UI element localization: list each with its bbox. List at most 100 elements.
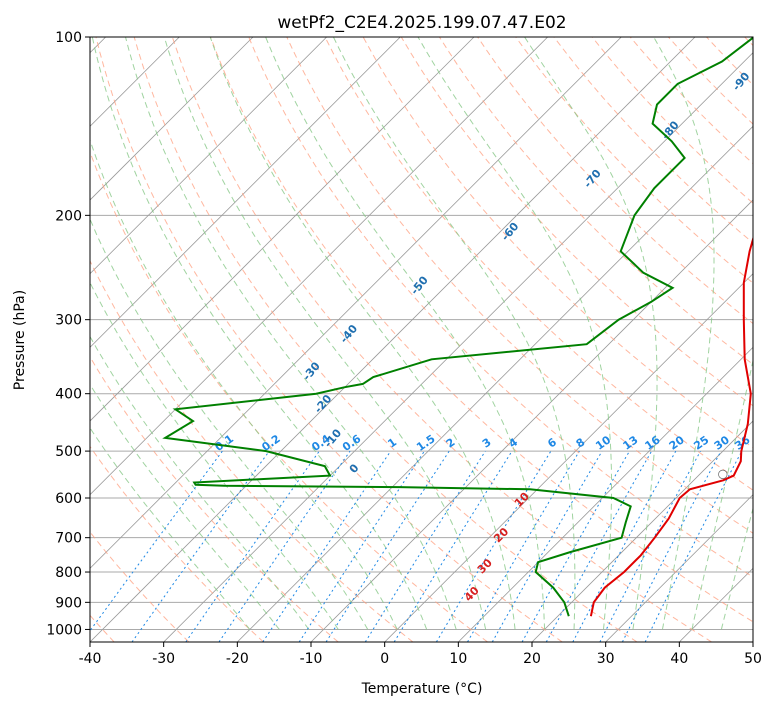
dry-adiabat-line — [324, 37, 753, 491]
dry-adiabat-line — [629, 37, 753, 165]
isotherm-line — [458, 346, 753, 642]
moist-adiabat-line — [653, 37, 715, 630]
isotherm-line — [384, 273, 753, 642]
mixing-ratio-line — [491, 450, 603, 642]
y-axis-label: Pressure (hPa) — [12, 290, 28, 390]
mixing-ratio-line — [364, 450, 486, 642]
isotherm-line — [310, 199, 753, 642]
moist-adiabat-line — [91, 37, 428, 630]
moist-adiabat-line — [524, 37, 658, 630]
moist-adiabat-line — [125, 37, 457, 630]
isotherm-line — [605, 494, 753, 642]
chart-title: wetPf2_C2E4.2025.199.07.47.E02 — [277, 13, 566, 33]
x-tick-label: 50 — [744, 651, 762, 667]
y-tick-label: 800 — [55, 565, 82, 581]
dry-adiabat-line — [591, 37, 753, 204]
dry-adiabat-label: -90 — [730, 70, 753, 94]
x-tick-label: -10 — [300, 651, 323, 667]
isotherm-line — [90, 37, 254, 201]
y-tick-label: 400 — [55, 387, 82, 403]
x-tick-label: 10 — [449, 651, 467, 667]
x-tick-label: 30 — [597, 651, 615, 667]
moist-adiabat-line — [720, 506, 753, 630]
isotherm-line — [90, 37, 548, 496]
isotherm-line — [679, 567, 753, 642]
mixing-ratio-line — [545, 450, 653, 642]
dry-adiabat-label: -80 — [659, 118, 682, 142]
mixing-ratio-line — [218, 450, 351, 642]
dry-adiabat-line — [210, 37, 753, 623]
x-tick-label: 0 — [380, 651, 389, 667]
mixing-ratio-label: 3 — [480, 436, 494, 451]
moist-adiabat-line — [417, 37, 612, 630]
dry-adiabat-label: 0 — [347, 461, 362, 475]
isotherm-line — [90, 37, 696, 642]
mixing-ratio-line — [621, 450, 722, 642]
moist-adiabat-line — [332, 37, 576, 630]
plot-frame — [89, 36, 754, 643]
y-tick-label: 300 — [55, 313, 82, 329]
moist-adiabat-line — [90, 383, 280, 630]
dry-adiabat-label: -70 — [581, 167, 604, 191]
mixing-ratio-line — [521, 450, 630, 642]
x-tick-label: -20 — [226, 651, 249, 667]
mixing-ratio-label: 1 — [385, 436, 399, 451]
dry-adiabat-line — [400, 37, 753, 407]
y-tick-label: 900 — [55, 595, 82, 611]
dry-adiabat-label: -30 — [300, 359, 323, 383]
mixing-ratio-label: 30 — [712, 433, 732, 453]
isotherm-line — [90, 37, 475, 422]
dry-adiabat-line — [90, 259, 414, 642]
dry-adiabat-label: -40 — [337, 322, 360, 346]
mixing-ratio-line — [467, 450, 580, 642]
y-tick-label: 600 — [55, 491, 82, 507]
parcel-mark: ○ — [718, 466, 728, 480]
moist-adiabat-line — [90, 281, 339, 630]
moist-adiabat-line — [90, 427, 251, 630]
x-tick-label: 40 — [670, 651, 688, 667]
dry-adiabat-line — [668, 37, 753, 125]
profiles: ○ — [162, 37, 753, 617]
y-tick-label: 500 — [55, 444, 82, 460]
mixing-ratio-line — [599, 450, 701, 642]
dry-adiabat-line — [95, 37, 563, 642]
mixing-ratio-line — [298, 450, 425, 642]
mixing-ratio-label: 16 — [643, 433, 663, 453]
dry-adiabat-line — [477, 37, 753, 325]
moist-adiabat-line — [265, 37, 546, 630]
dry-adiabat-line — [515, 37, 753, 284]
isotherm-line — [90, 37, 327, 275]
moist-adiabat-label: 30 — [475, 556, 495, 576]
mixing-ratio-label: 10 — [593, 433, 613, 453]
dry-adiabat-line — [90, 531, 190, 642]
mixing-ratio-line — [262, 450, 392, 642]
x-tick-label: -30 — [152, 651, 175, 667]
y-tick-label: 200 — [55, 208, 82, 224]
y-tick-label: 700 — [55, 531, 82, 547]
dry-adiabat-line — [90, 355, 339, 642]
mixing-ratio-line — [185, 450, 320, 642]
dry-adiabat-line — [171, 37, 712, 642]
y-axis-ticks: 100 200 300 400 500 600 700 800 900 1000 — [46, 30, 90, 638]
y-tick-label: 1000 — [46, 622, 82, 638]
moist-adiabat-label: 40 — [462, 584, 482, 604]
x-tick-label: 20 — [523, 651, 541, 667]
moist-adiabat-line — [691, 358, 753, 630]
x-axis-label: Temperature (°C) — [361, 681, 483, 697]
moist-adiabat-line — [90, 138, 398, 630]
mixing-ratio-line — [393, 450, 513, 642]
mixing-ratio-line — [90, 450, 223, 632]
moist-adiabat-label: 20 — [491, 525, 511, 545]
dry-adiabat-line — [362, 37, 753, 449]
mixing-ratio-label: 8 — [574, 436, 588, 451]
y-tick-label: 100 — [55, 30, 82, 46]
moist-adiabat-line — [90, 217, 369, 630]
x-tick-label: -40 — [79, 651, 102, 667]
mixing-ratio-line — [644, 450, 743, 642]
dry-adiabat-line — [90, 150, 488, 642]
moist-adiabat-line — [163, 37, 487, 630]
isotherm-line — [752, 641, 753, 642]
isotherm-line — [90, 37, 622, 569]
background-lines — [90, 37, 753, 642]
